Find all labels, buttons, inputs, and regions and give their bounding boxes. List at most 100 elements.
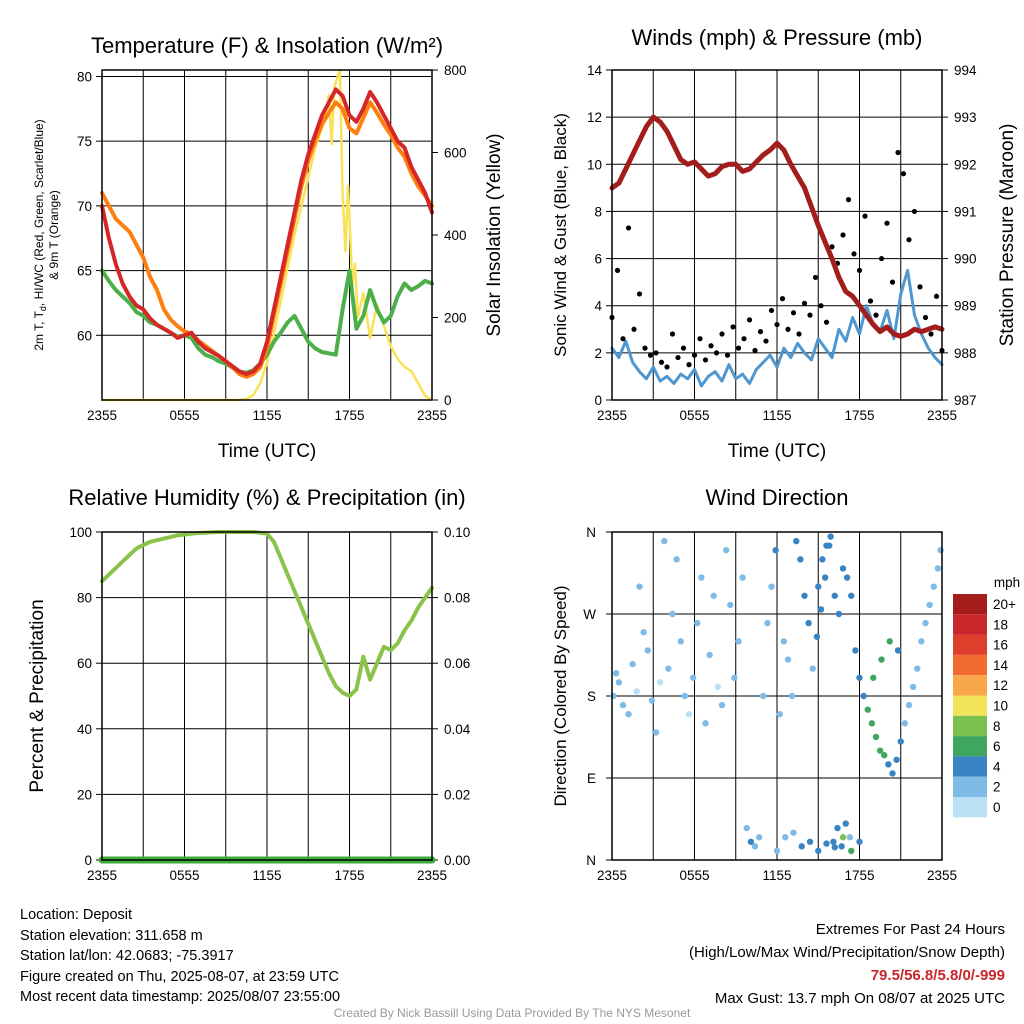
direction-point bbox=[897, 738, 904, 745]
direction-point bbox=[656, 679, 664, 686]
direction-point bbox=[830, 838, 837, 845]
y-tick-label: S bbox=[587, 689, 596, 704]
direction-point bbox=[809, 665, 816, 672]
gust-point bbox=[796, 331, 802, 337]
gust-point bbox=[873, 312, 879, 318]
direction-point bbox=[773, 847, 781, 855]
gust-point bbox=[658, 359, 665, 365]
direction-point bbox=[652, 729, 660, 736]
direction-point bbox=[610, 692, 617, 700]
direction-point bbox=[815, 583, 822, 590]
direction-point bbox=[727, 601, 734, 609]
panel-3: 2355 0555 1155 1755 2355 Relative Humidity (%… bbox=[27, 485, 471, 883]
direction-point bbox=[872, 733, 880, 741]
series-humidity-line bbox=[100, 530, 434, 698]
gust-point bbox=[840, 232, 846, 238]
panel-2: 2355 0555 1155 1755 2355 Time (UTC) Winds (mph… bbox=[551, 25, 1018, 462]
direction-point bbox=[856, 674, 863, 681]
y-tick-label: 75 bbox=[77, 134, 92, 149]
direction-point bbox=[629, 660, 636, 668]
y-tick-label: 12 bbox=[587, 110, 602, 125]
direction-point bbox=[760, 692, 767, 700]
gust-point bbox=[631, 326, 637, 332]
direction-point bbox=[889, 770, 896, 777]
colorbar-cell bbox=[953, 654, 987, 676]
direction-point bbox=[868, 720, 876, 727]
gust-point bbox=[774, 321, 780, 328]
colorbar-cell bbox=[953, 797, 987, 818]
extremes-values: 79.5/56.8/5.8/0/-999 bbox=[870, 967, 1005, 984]
y-axis-label: Sonic Wind & Gust (Blue, Black) bbox=[551, 113, 570, 357]
y-right-tick-label: 987 bbox=[954, 393, 977, 408]
direction-point bbox=[677, 638, 684, 645]
colorbar-cell bbox=[953, 736, 987, 757]
direction-point bbox=[817, 606, 825, 613]
gust-point bbox=[653, 350, 659, 356]
y-right-tick-label: 991 bbox=[954, 204, 977, 219]
y-tick-label: 0 bbox=[594, 393, 602, 408]
direction-point bbox=[819, 556, 826, 563]
colorbar-label: 18 bbox=[993, 617, 1008, 632]
gust-point bbox=[614, 267, 621, 273]
colorbar-label: 14 bbox=[993, 658, 1009, 673]
series-wind-line bbox=[610, 268, 944, 388]
colorbar-cell bbox=[953, 756, 987, 777]
y-tick-label: 6 bbox=[594, 252, 602, 267]
colorbar-label: 6 bbox=[993, 739, 1001, 754]
gust-point bbox=[807, 312, 813, 318]
x-tick-label: 1155 bbox=[252, 868, 281, 883]
direction-point bbox=[625, 711, 632, 718]
x-tick-label: 1755 bbox=[844, 868, 874, 883]
direction-point bbox=[797, 556, 804, 563]
plot-frame bbox=[101, 69, 433, 401]
direction-point bbox=[893, 756, 900, 763]
elevation-text: Station elevation: 311.658 m bbox=[20, 927, 203, 944]
direction-point bbox=[784, 656, 792, 663]
y-tick-label: 0 bbox=[84, 853, 92, 868]
y-tick-label: 20 bbox=[77, 787, 92, 802]
y-right-tick-label: 800 bbox=[444, 63, 467, 78]
x-tick-label: 1755 bbox=[334, 408, 364, 423]
gust-point bbox=[620, 336, 626, 342]
direction-point bbox=[827, 533, 834, 540]
direction-point bbox=[835, 610, 843, 618]
extremes-title: Extremes For Past 24 Hours bbox=[815, 921, 1005, 938]
x-tick-label: 1155 bbox=[252, 408, 281, 423]
y-right-tick-label: 0.10 bbox=[444, 525, 470, 540]
panel-1: 2355 0555 1155 1755 2355 Time (UTC) Temperatur… bbox=[32, 33, 505, 462]
colorbar-cell bbox=[953, 695, 987, 716]
latlon-text: Station lat/lon: 42.0683; -75.3917 bbox=[20, 948, 234, 964]
direction-point bbox=[776, 711, 783, 718]
direction-point bbox=[843, 574, 851, 581]
direction-point bbox=[798, 843, 805, 850]
direction-point bbox=[706, 651, 713, 659]
y-right-tick-label: 0.04 bbox=[444, 722, 471, 737]
gust-point bbox=[763, 338, 769, 344]
colorbar-cell bbox=[953, 614, 987, 635]
series-2m-temperature-line bbox=[100, 87, 434, 377]
direction-point bbox=[864, 706, 871, 713]
y-right-tick-label: 990 bbox=[954, 252, 977, 267]
station-info: Location: Deposit Station elevation: 311… bbox=[20, 905, 340, 1008]
gust-point bbox=[636, 291, 643, 297]
direction-point bbox=[615, 679, 623, 686]
gust-point bbox=[735, 345, 742, 351]
y-tick-label: 4 bbox=[594, 299, 602, 314]
direction-point bbox=[823, 542, 830, 549]
direction-point bbox=[644, 647, 651, 654]
direction-point bbox=[813, 633, 821, 640]
y-right-tick-label: 0 bbox=[444, 393, 452, 408]
gust-point bbox=[878, 255, 885, 262]
gust-point bbox=[642, 345, 648, 351]
chart-title: Wind Direction bbox=[705, 485, 848, 510]
y-tick-label: 65 bbox=[77, 264, 92, 279]
gust-point bbox=[812, 274, 819, 281]
direction-point bbox=[739, 574, 746, 581]
y-tick-label: 80 bbox=[77, 591, 92, 606]
gust-point bbox=[829, 244, 835, 250]
colorbar-label: 20+ bbox=[993, 597, 1016, 612]
direction-point bbox=[612, 670, 620, 677]
direction-point bbox=[839, 834, 847, 841]
x-axis-label: Time (UTC) bbox=[728, 441, 827, 462]
x-axis-label: Time (UTC) bbox=[218, 441, 317, 462]
